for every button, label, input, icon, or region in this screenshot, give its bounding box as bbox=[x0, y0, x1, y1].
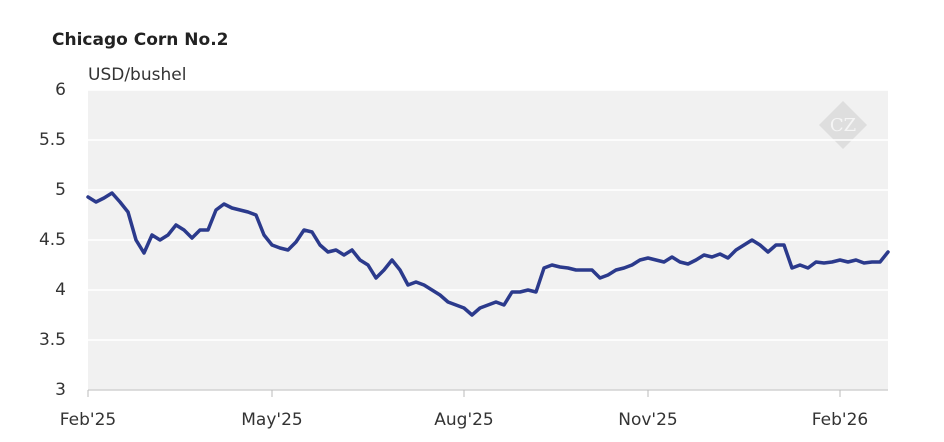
y-tick-label: 3.5 bbox=[39, 330, 66, 350]
y-tick-label: 5.5 bbox=[39, 130, 66, 150]
chart-title: Chicago Corn No.2 bbox=[52, 30, 228, 50]
y-tick-label: 6 bbox=[55, 80, 66, 100]
x-tick-label: Feb'26 bbox=[812, 410, 868, 430]
x-tick-label: May'25 bbox=[241, 410, 302, 430]
y-tick-label: 4.5 bbox=[39, 230, 66, 250]
price-line bbox=[86, 191, 890, 317]
x-tick-label: Feb'25 bbox=[60, 410, 116, 430]
y-tick-label: 3 bbox=[55, 380, 66, 400]
y-tick-label: 4 bbox=[55, 280, 66, 300]
logo-diamond bbox=[818, 100, 868, 150]
watermark-logo: CZ bbox=[818, 100, 868, 150]
x-tick-label: Nov'25 bbox=[618, 410, 677, 430]
y-axis-label: USD/bushel bbox=[88, 65, 186, 85]
x-tick-label: Aug'25 bbox=[434, 410, 494, 430]
logo-text: CZ bbox=[830, 115, 856, 136]
y-tick-label: 5 bbox=[55, 180, 66, 200]
